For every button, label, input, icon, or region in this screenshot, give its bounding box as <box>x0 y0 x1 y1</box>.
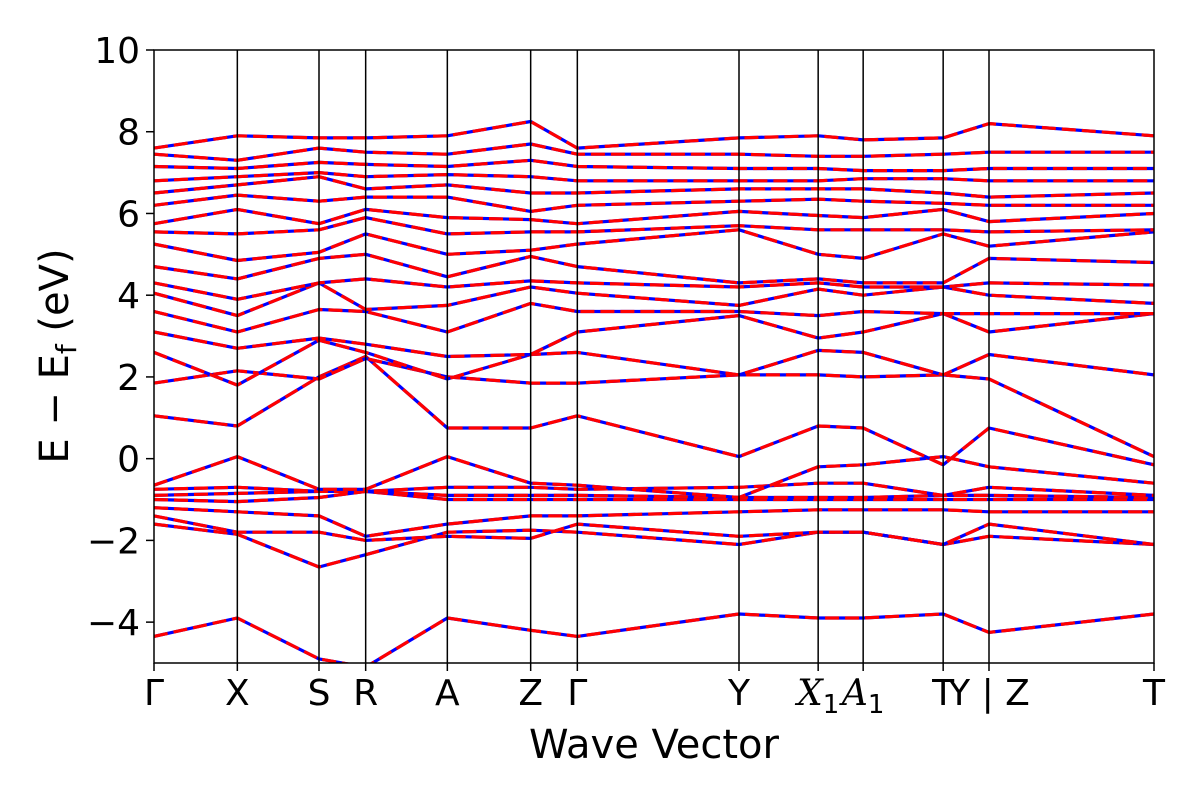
y-tick-label: 8 <box>117 113 140 154</box>
band-line-blue <box>154 354 1154 467</box>
band-line-red <box>154 142 1154 162</box>
y-tick-label: 2 <box>117 358 140 399</box>
kpoint-dividers <box>236 50 990 663</box>
y-tick-label: 10 <box>94 31 140 72</box>
band-line-red <box>154 119 1154 150</box>
band-line-red <box>154 354 1154 467</box>
band-line-blue <box>154 301 1154 334</box>
x-tick-label: Γ <box>567 673 587 714</box>
band-line-blue <box>154 356 1154 459</box>
x-axis-label: Wave Vector <box>529 722 780 768</box>
band-line-red <box>154 481 1154 497</box>
x-tick-label: A <box>435 673 460 714</box>
x-tick-label: A1 <box>839 673 885 720</box>
x-tick-label: X <box>225 673 250 714</box>
band-line-red <box>154 301 1154 334</box>
band-line-red <box>154 612 1154 663</box>
x-tick-label: X1 <box>794 673 839 720</box>
x-tick-label: S <box>308 673 331 714</box>
band-line-red <box>154 252 1154 285</box>
y-tick-label: 0 <box>117 440 140 481</box>
band-line-red <box>154 228 1154 263</box>
band-line-red <box>154 514 1154 547</box>
x-tick-label: Γ <box>144 673 164 714</box>
y-ticks: 10 8 6 4 2 0 −2 −4 <box>87 31 154 644</box>
x-tick-label: Z <box>518 673 543 714</box>
y-tick-label: −2 <box>87 521 140 562</box>
y-axis-label: E − Ef (eV) <box>32 248 83 463</box>
x-tick-label: R <box>353 673 378 714</box>
band-line-red <box>154 356 1154 459</box>
y-tick-label: 4 <box>117 276 140 317</box>
x-tick-label: T <box>931 673 955 714</box>
x-tick-label: Y | Z <box>947 673 1030 714</box>
band-line-red <box>154 158 1154 173</box>
x-tick-label: Y <box>727 673 751 714</box>
y-tick-label: −4 <box>87 603 140 644</box>
x-tick-label: T <box>1142 673 1166 714</box>
band-line-blue <box>154 612 1154 663</box>
plot-frame <box>153 49 1155 664</box>
band-lines <box>154 119 1154 663</box>
y-tick-label: 6 <box>117 194 140 235</box>
